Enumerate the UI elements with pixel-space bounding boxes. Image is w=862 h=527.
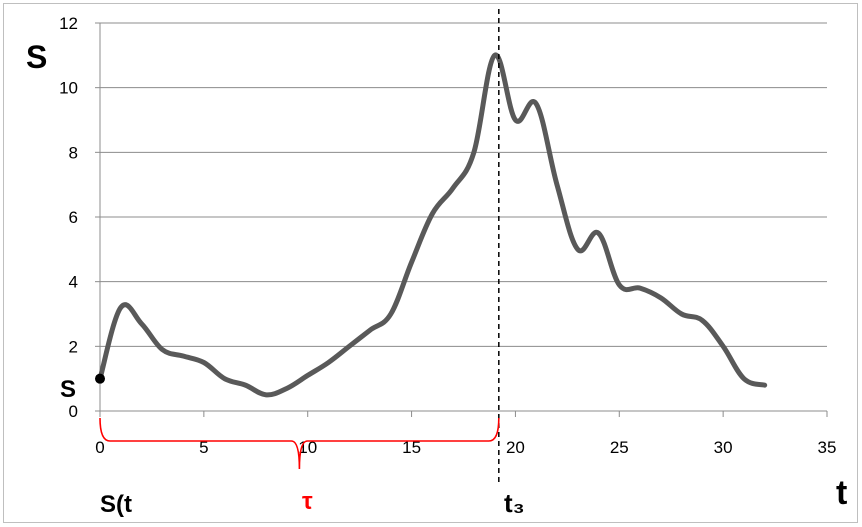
y-tick-label-6: 6: [69, 208, 78, 227]
chart-area: 0 2 4 6 8 10 12 0 5 10 15 20 25 30 35 S t S S(t τ t₃: [3, 3, 858, 523]
start-point-marker: [95, 373, 105, 384]
t3-label: t₃: [504, 488, 525, 518]
x-axis-title: t: [836, 474, 847, 512]
y-tick-label-0: 0: [69, 402, 78, 421]
tau-brace: [99, 417, 500, 470]
x-tick-label-30: 30: [714, 438, 733, 457]
annotations: [95, 9, 500, 484]
x-tick-label-5: 5: [199, 438, 208, 457]
tau-label: τ: [302, 488, 313, 515]
x-tick-label-25: 25: [610, 438, 629, 457]
x-tick-label-15: 15: [402, 438, 421, 457]
gridlines: [100, 22, 827, 347]
start-point-label: S: [60, 376, 76, 403]
y-tick-label-4: 4: [69, 273, 78, 292]
y-tick-label-8: 8: [69, 143, 78, 162]
series-line-0: [97, 52, 768, 398]
y-tick-label-10: 10: [59, 79, 78, 98]
start-time-label: S(t: [100, 491, 132, 518]
x-tick-label-35: 35: [818, 438, 837, 457]
y-tick-label-12: 12: [59, 14, 78, 33]
x-tick-label-20: 20: [506, 438, 525, 457]
x-tick-label-0: 0: [95, 438, 104, 457]
series-layer: [97, 52, 768, 398]
y-tick-label-2: 2: [69, 337, 78, 356]
axes: [95, 22, 828, 417]
y-axis-title: S: [26, 39, 47, 75]
